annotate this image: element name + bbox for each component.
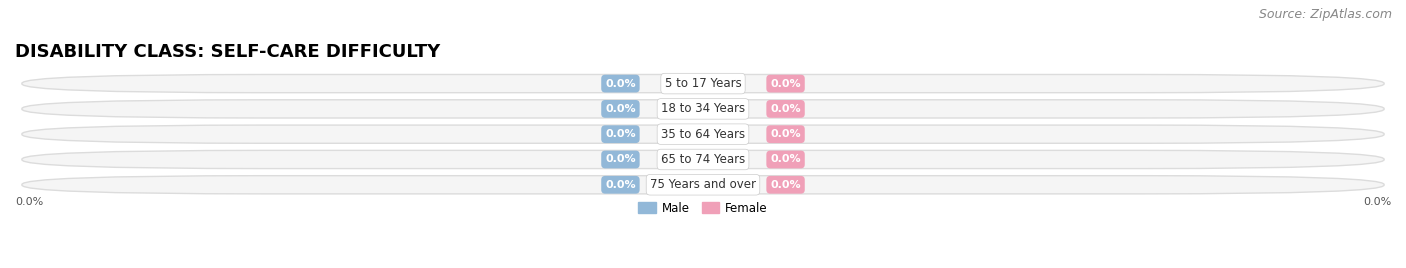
- Text: DISABILITY CLASS: SELF-CARE DIFFICULTY: DISABILITY CLASS: SELF-CARE DIFFICULTY: [15, 43, 440, 61]
- Text: 35 to 64 Years: 35 to 64 Years: [661, 128, 745, 141]
- Text: 0.0%: 0.0%: [770, 154, 801, 165]
- Text: 0.0%: 0.0%: [770, 180, 801, 190]
- FancyBboxPatch shape: [22, 150, 1384, 169]
- Text: 0.0%: 0.0%: [15, 198, 44, 207]
- Text: 0.0%: 0.0%: [770, 104, 801, 114]
- Text: 18 to 34 Years: 18 to 34 Years: [661, 102, 745, 116]
- Text: 0.0%: 0.0%: [605, 129, 636, 139]
- Text: 0.0%: 0.0%: [605, 154, 636, 165]
- Text: Source: ZipAtlas.com: Source: ZipAtlas.com: [1258, 8, 1392, 21]
- Text: 0.0%: 0.0%: [605, 79, 636, 89]
- Text: 65 to 74 Years: 65 to 74 Years: [661, 153, 745, 166]
- Text: 5 to 17 Years: 5 to 17 Years: [665, 77, 741, 90]
- FancyBboxPatch shape: [22, 75, 1384, 93]
- Text: 75 Years and over: 75 Years and over: [650, 178, 756, 191]
- Text: 0.0%: 0.0%: [605, 104, 636, 114]
- Text: 0.0%: 0.0%: [770, 129, 801, 139]
- FancyBboxPatch shape: [22, 125, 1384, 143]
- FancyBboxPatch shape: [22, 176, 1384, 194]
- Text: 0.0%: 0.0%: [770, 79, 801, 89]
- FancyBboxPatch shape: [22, 100, 1384, 118]
- Text: 0.0%: 0.0%: [1362, 198, 1391, 207]
- Legend: Male, Female: Male, Female: [634, 197, 772, 219]
- Text: 0.0%: 0.0%: [605, 180, 636, 190]
